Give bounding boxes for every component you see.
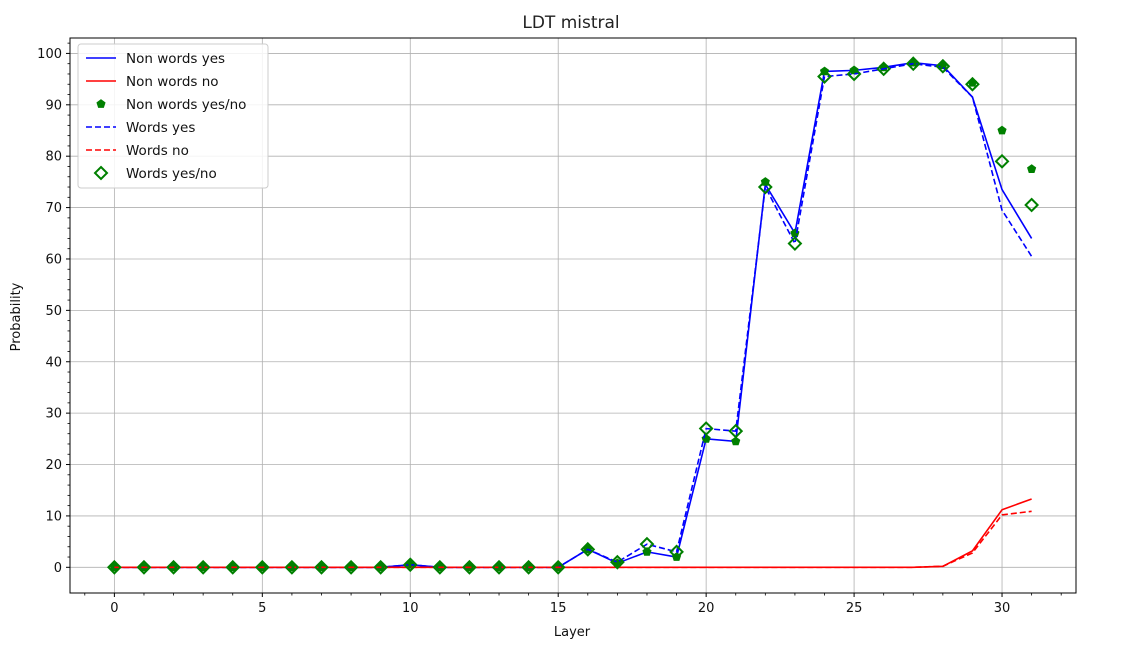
legend-label: Words yes — [126, 120, 195, 136]
data-point — [225, 559, 241, 575]
x-axis-label: Layer — [554, 625, 591, 640]
data-point — [787, 236, 803, 251]
y-tick-label: 90 — [45, 98, 62, 113]
data-point — [402, 557, 418, 573]
grid — [70, 38, 1076, 593]
x-tick-label: 0 — [110, 601, 118, 616]
data-point — [521, 559, 537, 575]
data-point — [1024, 197, 1040, 213]
data-point — [994, 153, 1010, 169]
data-point — [997, 125, 1007, 135]
y-tick-label: 10 — [45, 509, 62, 524]
data-point — [373, 559, 389, 575]
data-point — [728, 423, 744, 439]
data-point — [698, 421, 714, 436]
y-tick-label: 60 — [45, 252, 62, 267]
data-point — [669, 544, 684, 560]
y-tick-label: 0 — [54, 561, 62, 576]
data-point — [757, 179, 773, 195]
legend-label: Words yes/no — [126, 166, 217, 182]
data-point — [935, 58, 951, 74]
data-point — [846, 66, 862, 82]
x-tick-label: 10 — [402, 601, 419, 616]
series-words-yes — [114, 62, 1033, 569]
series-line-non-words-no — [114, 498, 1032, 569]
data-point — [580, 541, 596, 557]
y-tick-label: 50 — [45, 304, 62, 319]
data-point — [462, 559, 477, 575]
series-non-words-no — [114, 498, 1032, 569]
data-point — [195, 559, 211, 575]
data-point — [136, 559, 152, 575]
legend-box — [77, 43, 269, 189]
data-point — [731, 436, 741, 446]
legend-label: Words no — [126, 143, 189, 159]
y-tick-label: 100 — [37, 47, 62, 62]
data-point — [965, 76, 980, 92]
data-point — [817, 69, 832, 84]
data-point — [166, 559, 181, 575]
plot-frame — [69, 37, 1077, 594]
x-tick-label: 5 — [258, 601, 266, 616]
y-tick-label: 30 — [45, 407, 62, 422]
x-tick-label: 30 — [994, 601, 1011, 616]
plot-series — [106, 56, 1040, 575]
y-tick-label: 40 — [45, 355, 62, 370]
data-point — [849, 65, 859, 75]
data-point — [876, 61, 892, 77]
data-point — [284, 559, 300, 575]
x-tick-label: 15 — [550, 601, 567, 616]
legend-swatch — [96, 99, 106, 108]
chart-title: LDT mistral — [522, 13, 619, 33]
y-tick-label: 20 — [45, 458, 62, 473]
series-line-words-yes — [114, 62, 1033, 569]
data-point — [1027, 164, 1037, 173]
legend-label: Non words yes/no — [126, 97, 246, 113]
data-point — [550, 559, 566, 575]
legend-swatch — [93, 165, 109, 181]
x-tick-label: 25 — [846, 601, 863, 616]
legend: Non words yes Non words no Non words yes/n… — [77, 43, 269, 189]
legend-label: Non words no — [126, 74, 219, 90]
y-axis-label: Probability — [9, 282, 24, 351]
series-words-yes-no — [106, 56, 1040, 575]
data-point — [639, 536, 655, 552]
data-point — [905, 56, 921, 72]
data-point — [254, 559, 270, 575]
data-point — [491, 559, 507, 575]
axes: 0 5 10 15 20 25 30 0 10 20 30 40 50 60 70 80 90 100 — [37, 42, 1062, 616]
legend-label: Non words yes — [126, 51, 225, 67]
data-point — [343, 559, 359, 575]
data-point — [432, 559, 448, 575]
data-point — [314, 559, 329, 575]
data-point — [106, 559, 122, 575]
y-tick-label: 80 — [45, 150, 62, 165]
x-tick-label: 20 — [698, 601, 715, 616]
data-point — [609, 554, 625, 570]
y-tick-label: 70 — [45, 201, 62, 216]
